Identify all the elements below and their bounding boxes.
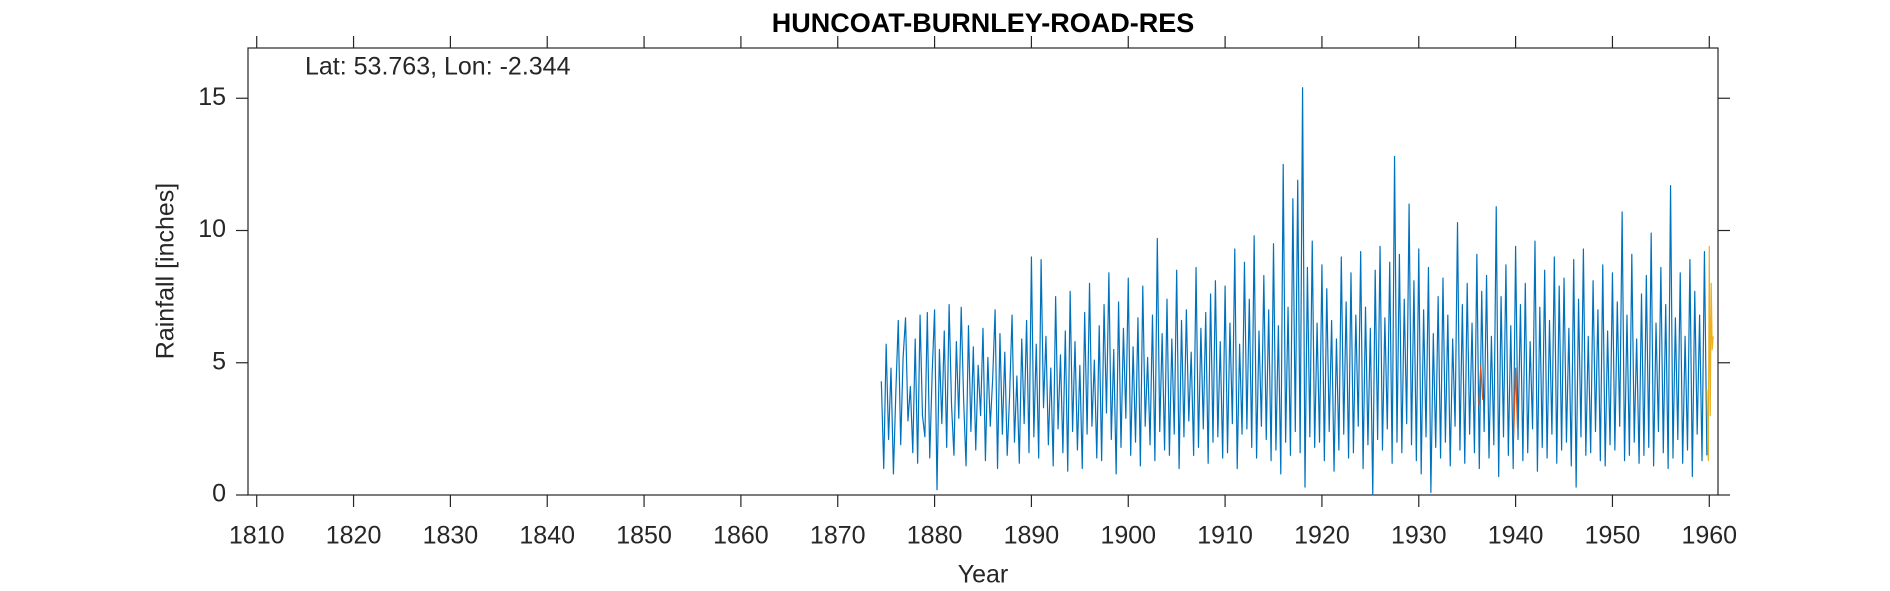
x-tick-label: 1820 [326, 522, 382, 550]
data-line [880, 87, 1708, 496]
x-tick-label: 1810 [229, 522, 285, 550]
plot-frame [247, 47, 1719, 496]
x-tick-label: 1900 [1100, 522, 1156, 550]
x-tick-label: 1850 [616, 522, 672, 550]
y-tick-label: 5 [212, 347, 226, 375]
y-tick-label: 10 [198, 215, 226, 243]
x-tick-label: 1860 [713, 522, 769, 550]
x-tick-label: 1930 [1391, 522, 1447, 550]
x-tick-label: 1960 [1681, 522, 1737, 550]
annotation: Lat: 53.763, Lon: -2.344 [305, 53, 571, 81]
chart-title: HUNCOAT-BURNLEY-ROAD-RES [772, 8, 1195, 38]
y-axis-label: Rainfall [inches] [152, 183, 180, 359]
x-tick-label: 1840 [519, 522, 575, 550]
x-tick-label: 1880 [907, 522, 963, 550]
data-line [1478, 364, 1519, 437]
x-tick-label: 1950 [1585, 522, 1641, 550]
y-tick-label: 0 [212, 480, 226, 508]
x-tick-label: 1870 [810, 522, 866, 550]
x-axis-label: Year [958, 561, 1009, 589]
x-tick-label: 1830 [423, 522, 479, 550]
x-tick-label: 1920 [1294, 522, 1350, 550]
x-tick-label: 1940 [1488, 522, 1544, 550]
x-tick-label: 1910 [1197, 522, 1253, 550]
x-tick-label: 1890 [1004, 522, 1060, 550]
data-line [1706, 245, 1714, 462]
y-tick-label: 15 [198, 83, 226, 111]
